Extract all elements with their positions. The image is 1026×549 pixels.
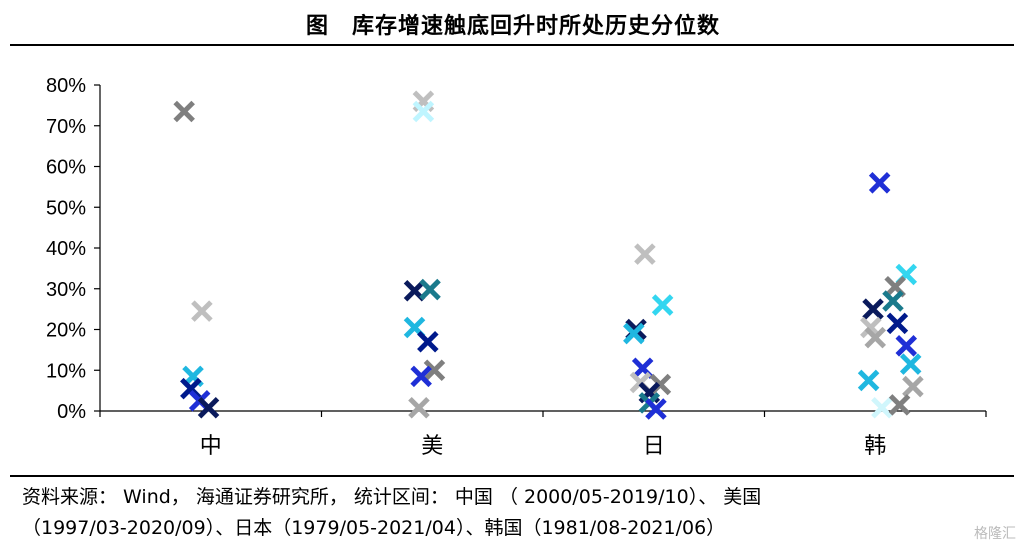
- x-marker-stroke: [895, 335, 918, 357]
- x-marker-stroke: [403, 316, 426, 339]
- x-marker-stroke: [860, 316, 882, 339]
- x-marker-stroke: [645, 398, 667, 420]
- x-marker-point: [857, 369, 880, 392]
- x-marker-stroke: [191, 300, 213, 322]
- x-marker-stroke: [629, 371, 652, 394]
- x-marker-point: [899, 353, 922, 375]
- y-tick-label: 70%: [46, 116, 86, 138]
- x-category-label: 韩: [864, 434, 886, 459]
- x-marker-point: [862, 298, 884, 320]
- x-marker-point: [902, 375, 924, 398]
- x-marker-point: [868, 172, 891, 194]
- y-tick-label: 60%: [46, 157, 86, 179]
- x-marker-stroke: [173, 100, 195, 123]
- x-marker-stroke: [899, 353, 922, 375]
- source-note: 资料来源： Wind， 海通证券研究所， 统计区间： 中国 （ 2000/05-…: [22, 482, 1012, 544]
- x-marker-point: [412, 100, 435, 123]
- x-marker-point: [408, 396, 430, 419]
- x-marker-stroke: [868, 172, 891, 194]
- x-marker-stroke: [197, 396, 220, 419]
- source-line-1: 资料来源： Wind， 海通证券研究所， 统计区间： 中国 （ 2000/05-…: [22, 486, 762, 508]
- x-marker-point: [882, 290, 904, 312]
- x-marker-stroke: [882, 290, 904, 312]
- x-marker-stroke: [886, 312, 909, 335]
- x-marker-stroke: [864, 326, 887, 349]
- x-category-label: 日: [643, 434, 665, 459]
- x-marker-point: [864, 326, 887, 349]
- x-marker-point: [423, 359, 446, 382]
- watermark: 格隆汇: [974, 526, 1016, 542]
- x-marker-stroke: [412, 100, 435, 123]
- y-tick-label: 80%: [46, 75, 86, 97]
- y-tick-label: 20%: [46, 320, 86, 342]
- x-marker-point: [871, 396, 893, 419]
- y-tick-label: 40%: [46, 238, 86, 260]
- x-marker-point: [886, 312, 909, 335]
- scatter-chart: 0% 10% 20% 30% 40% 50% 60% 70% 80% 中 美 日 韩: [46, 75, 987, 459]
- x-marker-point: [173, 100, 195, 123]
- x-axis: 中美日韩: [99, 410, 987, 459]
- x-marker-stroke: [884, 275, 906, 298]
- x-marker-stroke: [419, 278, 441, 301]
- x-marker-stroke: [871, 396, 893, 419]
- x-marker-stroke: [408, 396, 430, 419]
- x-marker-point: [888, 394, 911, 416]
- x-marker-point: [895, 335, 918, 357]
- x-marker-point: [634, 243, 656, 265]
- x-marker-stroke: [631, 357, 654, 379]
- x-marker-stroke: [902, 375, 924, 398]
- x-marker-point: [419, 278, 441, 301]
- source-line-2: （1997/03-2020/09）、日本（1979/05-2021/04）、韩国…: [22, 517, 726, 539]
- x-marker-point: [417, 330, 439, 353]
- x-marker-stroke: [180, 377, 202, 400]
- title-rule: [10, 44, 1014, 46]
- y-tick-label: 30%: [46, 279, 86, 301]
- x-marker-stroke: [862, 298, 884, 320]
- source-rule: [10, 475, 1014, 477]
- y-axis: 0% 10% 20% 30% 40% 50% 60% 70% 80%: [46, 75, 101, 423]
- chart-title: 图 库存增速触底回升时所处历史分位数: [305, 13, 720, 39]
- x-marker-point: [651, 294, 674, 316]
- x-marker-point: [410, 365, 432, 388]
- x-category-label: 美: [421, 434, 443, 459]
- x-marker-stroke: [651, 294, 674, 316]
- x-marker-point: [197, 396, 220, 419]
- x-marker-stroke: [857, 369, 880, 392]
- x-marker-point: [645, 398, 667, 420]
- x-marker-point: [623, 322, 645, 345]
- y-tick-label: 50%: [46, 197, 86, 219]
- x-marker-stroke: [410, 365, 432, 388]
- x-marker-stroke: [403, 280, 426, 302]
- x-marker-stroke: [417, 330, 439, 353]
- x-marker-stroke: [623, 322, 645, 345]
- y-tick-label: 10%: [46, 360, 86, 382]
- x-marker-stroke: [423, 359, 446, 382]
- y-tick-label: 0%: [57, 401, 86, 423]
- x-marker-stroke: [634, 243, 656, 265]
- data-points: [173, 90, 924, 420]
- x-marker-point: [191, 300, 213, 322]
- x-category-label: 中: [200, 434, 222, 459]
- x-marker-stroke: [888, 394, 911, 416]
